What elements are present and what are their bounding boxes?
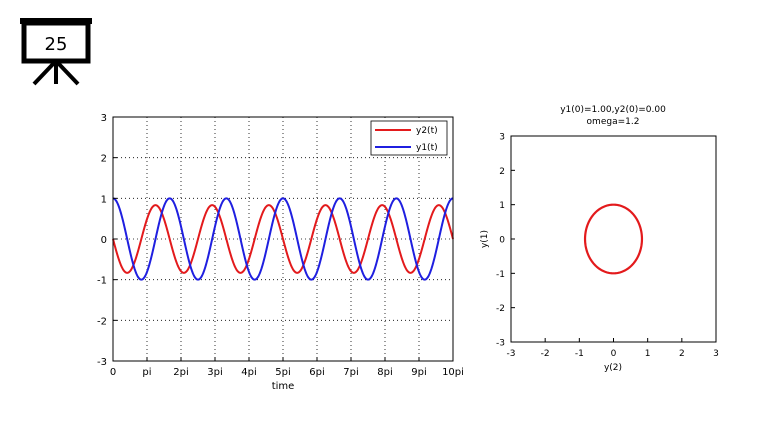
time-series-legend: y2(t) y1(t) <box>370 120 448 156</box>
x-tick-label: pi <box>142 367 151 378</box>
y-tick-label: 0 <box>101 235 107 246</box>
time-series-x-ticks: 0 pi 2pi 3pi 4pi 5pi 6pi 7pi 8pi 9pi 10pi <box>110 357 464 378</box>
phase-x-tick-label: -2 <box>541 349 550 359</box>
phase-x-tick-label: -1 <box>575 349 584 359</box>
x-tick-label: 9pi <box>411 367 427 378</box>
time-series-chart: 0 pi 2pi 3pi 4pi 5pi 6pi 7pi 8pi 9pi 10pi 3 2 1 0 -1 -2… <box>97 113 464 392</box>
y-tick-label: -2 <box>97 316 107 327</box>
y-tick-label: 2 <box>101 154 107 165</box>
phase-y-axis-label: y(1) <box>480 230 490 248</box>
board-leg-right <box>56 61 80 86</box>
phase-y-tick-label: 0 <box>499 236 505 246</box>
x-tick-label: 2pi <box>173 367 189 378</box>
legend-box <box>370 120 448 156</box>
x-tick-label: 6pi <box>309 367 325 378</box>
x-tick-label: 4pi <box>241 367 257 378</box>
board-leg-left <box>32 61 56 86</box>
phase-x-tick-label: 3 <box>713 349 719 359</box>
phase-y-tick-label: -3 <box>496 339 505 349</box>
time-series-x-axis-label: time <box>272 381 295 392</box>
phase-y-tick-label: 2 <box>499 167 505 177</box>
phase-y-ticks: 3 2 1 0 -1 -2 -3 <box>496 133 515 349</box>
time-series-lines <box>112 197 454 281</box>
phase-y-tick-label: -2 <box>496 304 505 314</box>
legend-label-y1: y1(t) <box>416 143 438 153</box>
series-line-y1t <box>112 197 454 281</box>
legend-label-y2: y2(t) <box>416 126 438 136</box>
phase-x-tick-label: 0 <box>611 349 617 359</box>
phase-y-tick-label: 1 <box>499 201 505 211</box>
phase-x-tick-label: -3 <box>507 349 516 359</box>
x-tick-label: 0 <box>110 367 116 378</box>
y-tick-label: 3 <box>101 113 107 124</box>
phase-plot-frame <box>510 135 717 343</box>
phase-x-tick-label: 1 <box>645 349 651 359</box>
time-series-y-ticks: 3 2 1 0 -1 -2 -3 <box>97 113 117 368</box>
x-tick-label: 7pi <box>343 367 359 378</box>
phase-x-tick-label: 2 <box>679 349 685 359</box>
x-tick-label: 8pi <box>377 367 393 378</box>
phase-subtitle: omega=1.2 <box>587 117 640 127</box>
phase-orbit-ellipse <box>583 203 644 275</box>
phase-x-ticks: -3 -2 -1 0 1 2 3 <box>507 338 719 359</box>
y-tick-label: -1 <box>97 276 107 287</box>
phase-x-axis-label: y(2) <box>604 363 622 373</box>
presentation-board-icon: 25 <box>20 18 92 86</box>
phase-title: y1(0)=1.00,y2(0)=0.00 <box>560 105 666 115</box>
phase-curve <box>583 203 644 275</box>
phase-y-tick-label: 3 <box>499 133 505 143</box>
series-line-y2t <box>112 204 454 274</box>
phase-portrait-chart: y1(0)=1.00,y2(0)=0.00 omega=1.2 -3 -2 -1 0 1… <box>480 105 719 373</box>
x-tick-label: 5pi <box>275 367 291 378</box>
slide-number: 25 <box>45 34 68 55</box>
y-tick-label: 1 <box>101 194 107 205</box>
phase-y-tick-label: -1 <box>496 270 505 280</box>
x-tick-label: 3pi <box>207 367 223 378</box>
y-tick-label: -3 <box>97 357 107 368</box>
x-tick-label: 10pi <box>442 367 464 378</box>
